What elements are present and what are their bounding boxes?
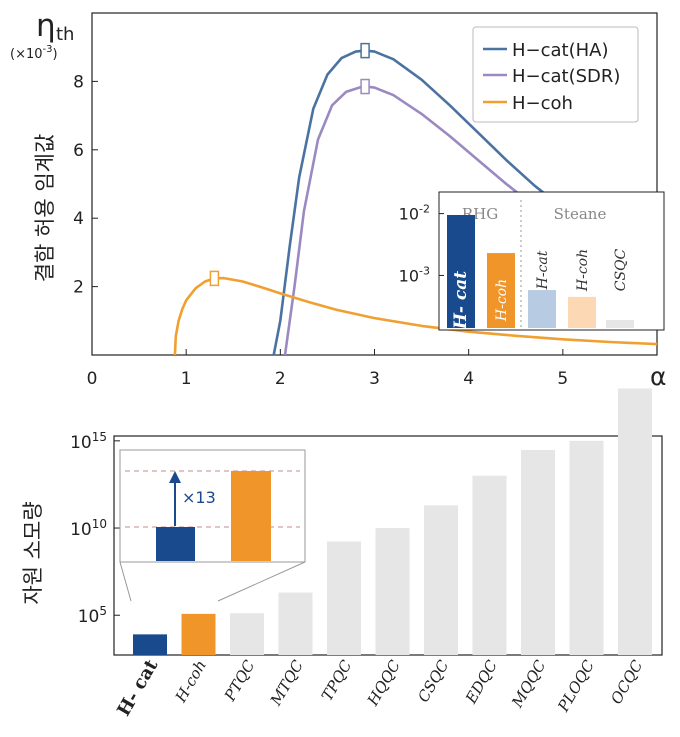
inset-bar [528, 290, 556, 328]
bottom-x-tick-label: OCQC [607, 657, 647, 708]
inset-bar [447, 214, 475, 328]
resource-chart: 자원 소모량 105 1010 1015 H- cat H-coh PTQC MTQC TP… [21, 388, 663, 720]
x-label-alpha: α [650, 362, 666, 391]
inset-bar [606, 320, 634, 328]
bottom-bar [618, 388, 652, 655]
y-multiplier: (×10-3) [10, 44, 58, 62]
top-x-ticks: 0 1 2 3 4 5 [87, 349, 568, 389]
inset-bar-label: H-coh [575, 249, 591, 292]
bottom-y-ticks: 105 1010 1015 [70, 430, 120, 627]
bottom-y-tick-label: 1010 [70, 517, 107, 540]
zoom-inset-frame [119, 449, 306, 563]
zoom-inset: ×13 [119, 449, 306, 602]
bottom-y-tick-label: 1015 [70, 430, 107, 453]
bottom-bars [133, 388, 652, 655]
zoom-connector-left [119, 561, 132, 602]
bottom-bar [181, 613, 216, 655]
bottom-x-tick-label: H- cat [113, 655, 162, 720]
inset-bar [568, 296, 596, 328]
legend: H−cat(HA) H−cat(SDR) H−coh [472, 26, 639, 123]
legend-label-coh: H−coh [512, 93, 573, 114]
y-symbol-sub: th [56, 24, 74, 45]
inset-bar [487, 253, 515, 328]
top-x-tick-label: 0 [87, 369, 98, 389]
zoom-bar-h-cat [156, 527, 195, 561]
inset-bar-label: H-cat [535, 250, 551, 290]
bottom-x-tick-label: TPQC [318, 657, 356, 704]
bottom-bar [521, 449, 555, 655]
legend-label-ha: H−cat(HA) [512, 40, 609, 61]
bottom-y-label: 자원 소모량 [21, 501, 45, 604]
bottom-x-tick-label: H-coh [171, 657, 210, 706]
bottom-bar [327, 541, 361, 655]
zoom-annotation: ×13 [182, 488, 216, 507]
peak-marker [360, 42, 370, 59]
inset-bar-label: CSQC [613, 248, 629, 291]
top-y-ticks: 2 4 6 8 [73, 72, 98, 298]
top-y-tick-label: 8 [73, 72, 84, 92]
inset-bars: H- cat H-coh H-cat H-coh CSQC [447, 214, 634, 330]
series-line-h-coh [173, 276, 658, 356]
bottom-x-tick-label: HQQC [363, 657, 404, 710]
bottom-x-tick-label: MTQC [266, 657, 307, 710]
inset-y-tick-label: 10-3 [399, 264, 430, 285]
top-y-tick-label: 2 [73, 278, 84, 298]
inset-group-steane: Steane [554, 205, 607, 223]
bottom-y-tick-label: 105 [78, 604, 107, 627]
top-x-tick-label: 3 [369, 369, 380, 389]
peak-markers [209, 42, 370, 287]
bottom-bar [278, 592, 313, 655]
top-y-tick-label: 4 [73, 209, 84, 229]
top-y-label: 결함 허용 임계값 [33, 134, 57, 283]
top-x-tick-label: 4 [463, 369, 474, 389]
peak-marker [209, 270, 220, 287]
bottom-bar [472, 475, 507, 655]
zoom-connector-right [217, 561, 306, 602]
bottom-x-tick-label: CSQC [414, 657, 453, 706]
zoom-bar-h-coh [231, 471, 271, 561]
top-x-tick-label: 5 [557, 369, 568, 389]
legend-box [472, 26, 639, 123]
bottom-x-tick-label: PLOQC [554, 657, 598, 716]
inset-y-ticks: 10-2 10-3 [399, 203, 444, 285]
peak-marker [360, 78, 370, 95]
inset-bar-label: H- cat [451, 271, 471, 330]
bottom-x-tick-label: PTQC [220, 657, 258, 705]
bottom-x-tick-label: EDQC [461, 657, 501, 708]
top-y-tick-label: 6 [73, 141, 84, 161]
top-x-tick-label: 1 [181, 369, 192, 389]
bottom-x-tick-label: MQQC [508, 657, 550, 712]
bottom-bar [230, 613, 264, 655]
bottom-bar [375, 528, 410, 655]
inset-y-tick-label: 10-2 [399, 203, 430, 224]
y-symbol: η [36, 8, 56, 44]
inset-bar-label: H-coh [494, 279, 510, 322]
top-x-tick-label: 2 [275, 369, 286, 389]
bottom-bar [133, 634, 167, 655]
bottom-x-labels: H- cat H-coh PTQC MTQC TPQC HQQC CSQC EDQC MQQC P… [113, 655, 646, 720]
zoom-arrow-head [169, 471, 181, 483]
bottom-bar [569, 440, 604, 655]
bottom-bar [424, 505, 458, 655]
legend-label-sdr: H−cat(SDR) [512, 66, 620, 87]
threshold-chart: η th (×10-3) 결함 허용 임계값 0 1 2 3 4 5 2 4 6 8 α H−c… [10, 8, 666, 391]
